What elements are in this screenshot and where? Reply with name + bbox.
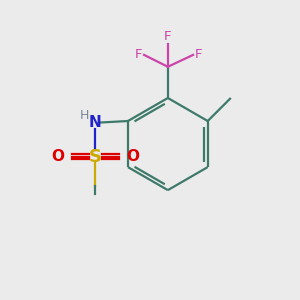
Text: S: S	[89, 148, 102, 166]
Text: N: N	[89, 115, 102, 130]
Text: O: O	[52, 149, 64, 164]
Text: O: O	[126, 149, 139, 164]
Text: F: F	[195, 48, 202, 62]
Text: F: F	[135, 48, 142, 62]
Text: F: F	[164, 30, 172, 43]
Text: H: H	[79, 110, 88, 122]
